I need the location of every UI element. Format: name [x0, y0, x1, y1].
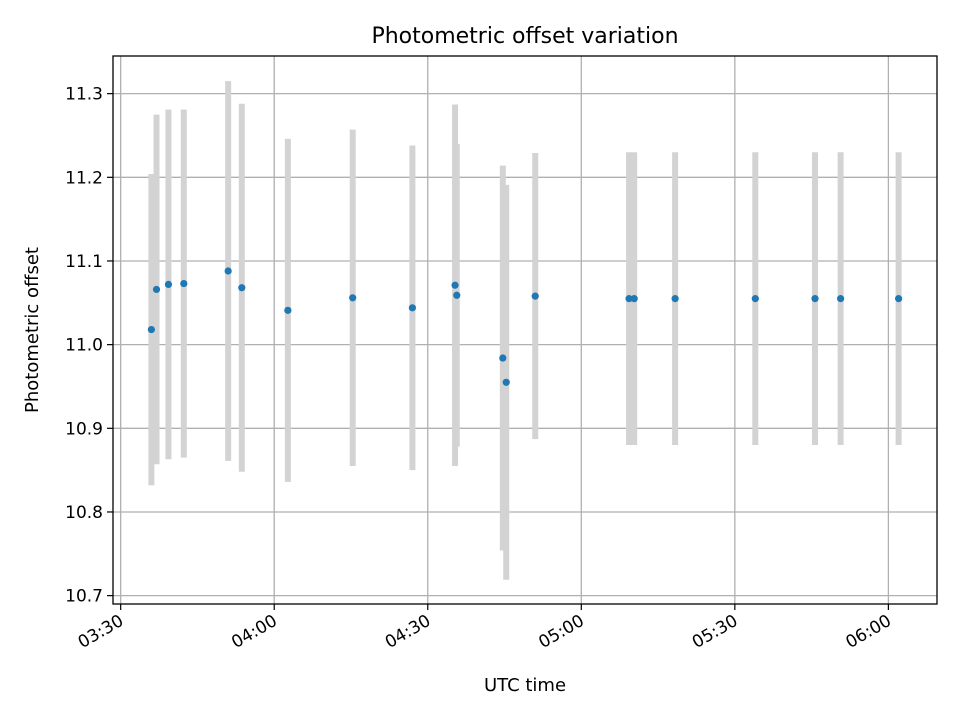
- grid: [113, 56, 937, 604]
- y-tick-label: 10.8: [65, 503, 103, 523]
- data-point: [349, 294, 357, 302]
- data-point: [811, 295, 819, 303]
- data-point: [224, 267, 232, 275]
- data-point: [164, 280, 173, 289]
- data-point: [837, 295, 845, 303]
- chart-title: Photometric offset variation: [371, 24, 678, 49]
- data-point: [751, 295, 759, 303]
- data-point: [671, 295, 679, 303]
- data-point: [451, 281, 459, 289]
- data-point: [180, 279, 188, 288]
- data-point: [895, 295, 903, 303]
- y-tick-label: 10.9: [65, 419, 103, 439]
- x-axis-label: UTC time: [484, 675, 566, 696]
- data-point: [625, 295, 633, 303]
- data-point: [152, 285, 161, 294]
- data-point: [531, 292, 539, 300]
- data-point: [502, 378, 510, 386]
- data-point: [499, 354, 507, 362]
- data-point: [147, 325, 155, 334]
- y-tick-label: 11.1: [65, 252, 103, 272]
- y-tick-label: 11.2: [65, 168, 103, 188]
- data-point: [453, 291, 461, 299]
- data-point: [284, 306, 292, 314]
- plot-frame: [112, 55, 938, 605]
- data-point: [238, 284, 246, 292]
- data-points: [147, 267, 903, 386]
- data-point: [408, 304, 417, 312]
- y-axis-label: Photometric offset: [22, 247, 43, 413]
- y-tick-label: 10.7: [65, 587, 103, 607]
- y-tick-label: 11.3: [65, 85, 103, 105]
- y-tick-label: 11.0: [65, 336, 103, 356]
- data-point: [630, 295, 638, 303]
